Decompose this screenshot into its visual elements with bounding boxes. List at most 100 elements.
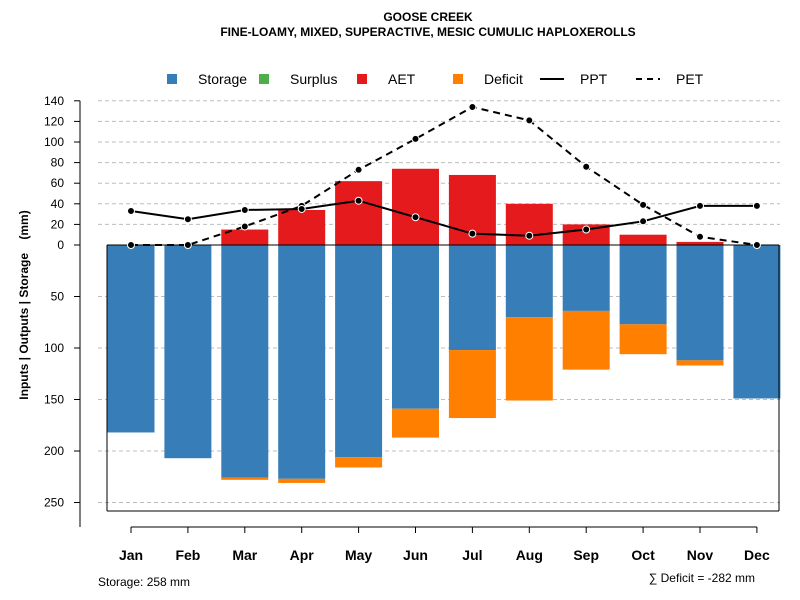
ppt-point: [752, 201, 761, 210]
storage-bar: [392, 245, 439, 409]
legend-label-storage: Storage: [198, 71, 247, 87]
y-tick-label: 40: [51, 197, 65, 211]
aet-bar: [619, 234, 667, 245]
legend-swatch-aet: [357, 74, 367, 84]
storage-bar: [562, 245, 610, 311]
legend-label-deficit: Deficit: [484, 71, 523, 87]
month-label-mar: Mar: [232, 547, 257, 563]
deficit-note: ∑ Deficit = -282 mm: [649, 571, 755, 585]
ppt-point: [468, 229, 477, 238]
ppt-point: [127, 207, 135, 216]
y-tick-label: 20: [51, 217, 65, 231]
x-axis: Jan Feb Mar Apr May Jun Jul Aug Sep Oct Nov Dec: [119, 526, 770, 563]
month-label-jul: Jul: [462, 547, 482, 563]
aet-bar: [562, 224, 610, 245]
ppt-point: [297, 204, 306, 213]
legend: Storage Surplus AET Deficit PPT PET: [167, 71, 704, 87]
ppt-point: [354, 196, 363, 205]
pet-point: [411, 134, 420, 143]
legend-label-aet: AET: [388, 71, 416, 87]
storage-bar: [619, 245, 667, 325]
pet-point: [468, 102, 477, 111]
y-tick-label: 50: [51, 290, 65, 304]
month-label-feb: Feb: [175, 547, 200, 563]
series-lines: [127, 102, 761, 249]
legend-label-ppt: PPT: [580, 71, 608, 87]
pet-point: [696, 232, 704, 241]
y-tick-label: 250: [44, 496, 64, 510]
legend-swatch-storage: [167, 74, 177, 84]
chart-subtitle: FINE-LOAMY, MIXED, SUPERACTIVE, MESIC CU…: [220, 25, 635, 39]
legend-swatch-deficit: [453, 74, 463, 84]
storage-bar: [676, 245, 724, 361]
ppt-point: [411, 213, 420, 222]
storage-bar: [335, 245, 383, 458]
deficit-bar: [676, 360, 724, 366]
y-tick-label: 0: [57, 238, 64, 252]
gridlines: [98, 100, 780, 503]
legend-label-pet: PET: [676, 71, 704, 87]
aet-bar: [221, 229, 269, 245]
y-tick-label: 120: [44, 114, 64, 128]
storage-bar: [505, 245, 553, 318]
deficit-bar: [335, 457, 383, 468]
pet-point: [639, 200, 648, 209]
storage-bar: [733, 245, 781, 399]
month-label-oct: Oct: [631, 547, 655, 563]
plot-frame: [106, 244, 780, 512]
pet-line: [131, 105, 758, 246]
storage-bar: [164, 245, 212, 459]
y-axis-label: Inputs | Outputs | Storage (mm): [17, 210, 31, 399]
deficit-bar: [448, 350, 496, 419]
month-label-may: May: [345, 547, 372, 563]
y-tick-label: 200: [44, 444, 64, 458]
month-label-dec: Dec: [744, 547, 770, 563]
storage-bar: [107, 245, 155, 433]
month-label-nov: Nov: [687, 547, 714, 563]
bars: [107, 168, 781, 483]
deficit-bar: [221, 477, 269, 480]
storage-bar: [448, 245, 496, 351]
month-label-apr: Apr: [290, 547, 315, 563]
pet-point: [127, 241, 135, 249]
ppt-point: [240, 205, 249, 214]
storage-bar: [221, 245, 269, 478]
ppt-point: [696, 201, 704, 210]
pet-point: [582, 162, 591, 171]
y-tick-label: 80: [51, 156, 65, 170]
deficit-bar: [562, 310, 610, 370]
y-tick-label: 140: [44, 94, 64, 108]
deficit-bar: [505, 317, 553, 401]
chart-title: GOOSE CREEK: [383, 10, 473, 24]
aet-bar: [335, 181, 383, 245]
aet-bar: [392, 168, 439, 245]
y-tick-label: 60: [51, 176, 65, 190]
y-tick-label: 100: [44, 341, 64, 355]
storage-bar: [278, 245, 326, 479]
legend-label-surplus: Surplus: [290, 71, 337, 87]
pet-point: [525, 116, 534, 125]
aet-bar: [278, 209, 326, 245]
ppt-point: [582, 225, 591, 234]
storage-note: Storage: 258 mm: [98, 575, 190, 589]
month-label-sep: Sep: [573, 547, 599, 563]
ppt-line: [130, 199, 757, 237]
pet-point: [354, 165, 363, 174]
deficit-bar: [619, 324, 667, 355]
month-label-jan: Jan: [119, 547, 143, 563]
legend-swatch-surplus: [259, 74, 269, 84]
pet-point: [183, 241, 192, 249]
pet-point: [752, 241, 761, 249]
y-tick-label: 100: [44, 135, 64, 149]
ppt-point: [525, 231, 534, 240]
pet-point: [240, 222, 249, 231]
month-label-jun: Jun: [403, 547, 428, 563]
ppt-point: [639, 217, 648, 226]
deficit-bar: [278, 478, 326, 483]
aet-bar: [676, 241, 724, 245]
deficit-bar: [392, 408, 439, 438]
month-label-aug: Aug: [516, 547, 543, 563]
ppt-point: [183, 215, 192, 224]
